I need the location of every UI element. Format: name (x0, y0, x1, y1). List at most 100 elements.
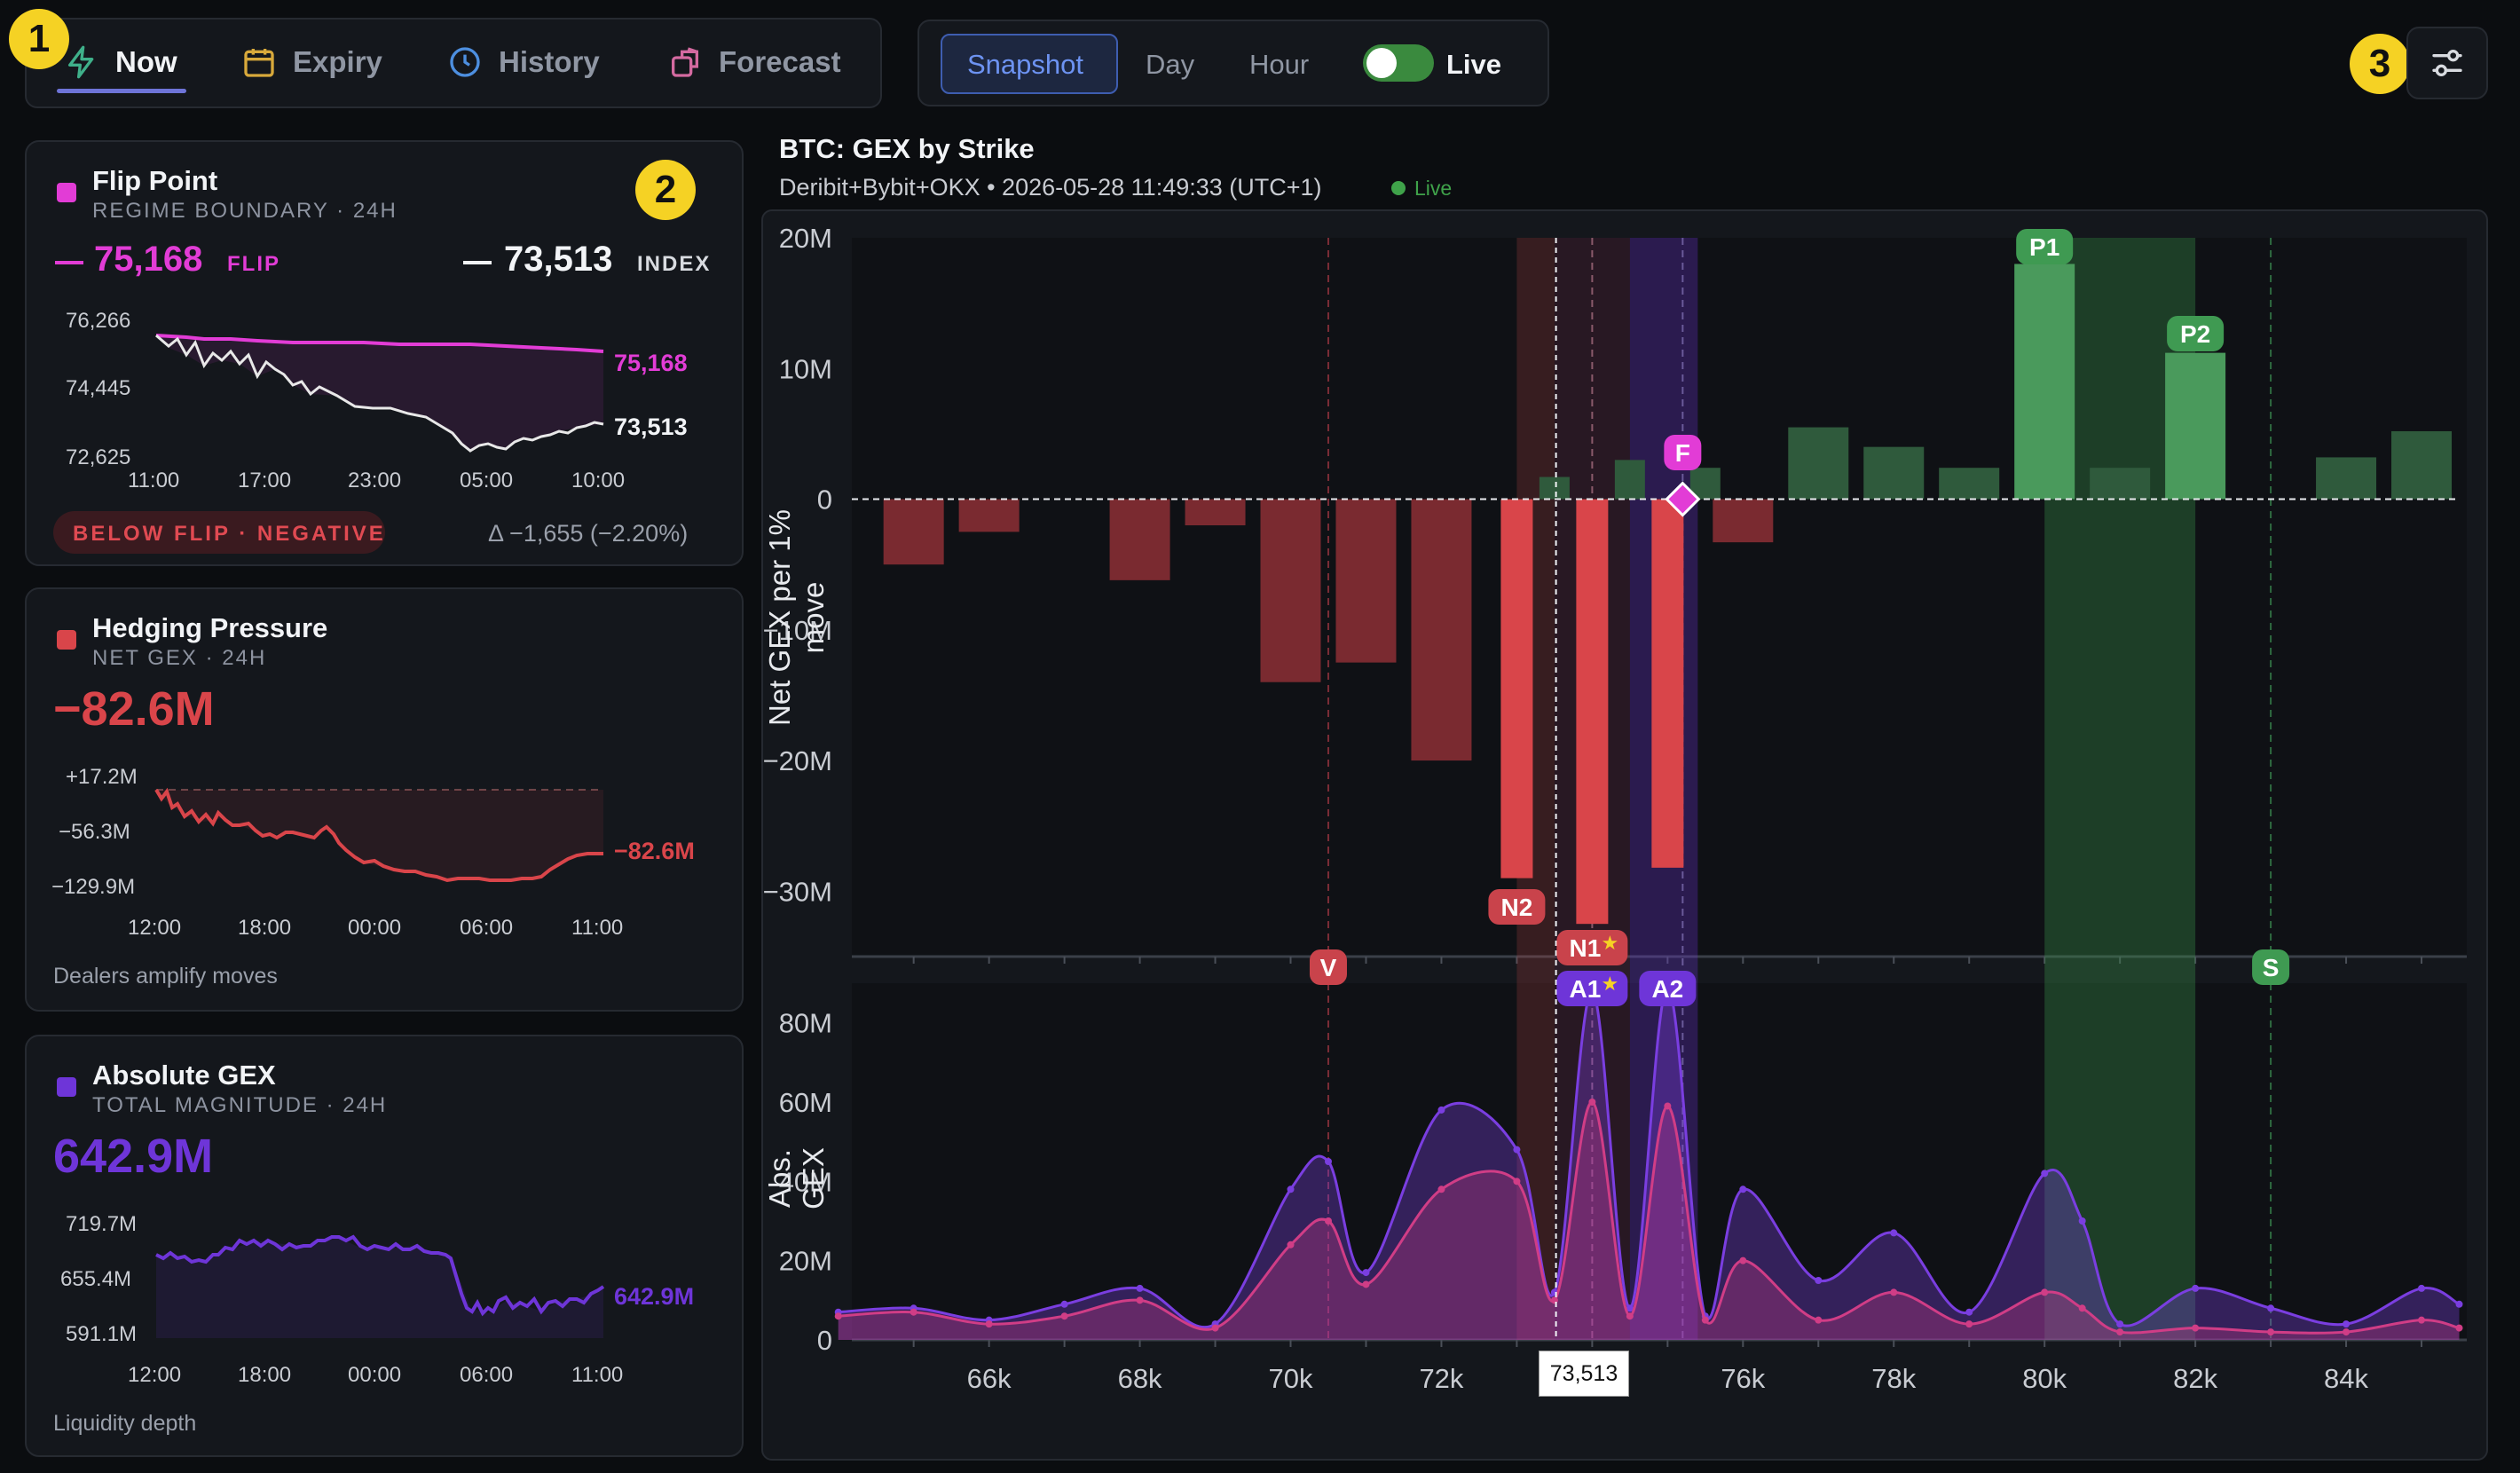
abs-gex-point (1550, 1296, 1558, 1304)
flip-ytick-mid: 74,445 (66, 376, 131, 400)
gex-chart[interactable]: P1 P2 F N2 N1 ★A1 ★ A2 V S 20M 10M 0 −10M −20M −30M 80M… (763, 211, 2486, 1459)
absgex-xtick-2: 00:00 (348, 1363, 402, 1387)
abs-gex-point (1815, 1316, 1823, 1324)
flip-xtick-2: 23:00 (348, 469, 402, 492)
gex-bar (958, 499, 1020, 532)
hedging-footer: Dealers amplify moves (53, 964, 278, 989)
abs-gex-point (2116, 1320, 2124, 1328)
abs-gex-point (1362, 1269, 1370, 1277)
flip-point-card[interactable]: Flip Point REGIME BOUNDARY · 24H 2 75,16… (25, 140, 744, 566)
absgex-end-label: 642.9M (614, 1283, 695, 1310)
abs-gex-point (1362, 1280, 1370, 1288)
flip-xtick-4: 10:00 (571, 469, 626, 492)
hedging-pressure-card[interactable]: Hedging Pressure NET GEX · 24H −82.6M +1… (25, 587, 744, 1012)
abs-gex-point (1136, 1284, 1144, 1292)
p1-label-text: P1 (2029, 233, 2059, 261)
marker-3: 3 (2350, 34, 2410, 94)
star-icon: ★ (1602, 973, 1619, 995)
abs-gex-point (1626, 1312, 1634, 1320)
star-icon: ★ (1602, 932, 1619, 954)
abs-gex-point (985, 1320, 993, 1328)
x-tick-label: 70k (1269, 1363, 1313, 1394)
top-y-tick-label: 20M (779, 223, 832, 254)
abs-gex-point (1890, 1288, 1898, 1296)
gex-chart-panel[interactable]: P1 P2 F N2 N1 ★ A1 ★ A2 V S 20M 10M 0 −10M −20M −30M 80M… (761, 209, 2488, 1461)
snapshot-label: Snapshot (967, 49, 1083, 80)
gex-bar (1109, 499, 1170, 580)
gex-bar (2391, 430, 2453, 500)
hedging-swatch (57, 630, 76, 650)
abs-gex-point (1701, 1316, 1709, 1324)
abs-gex-point (1211, 1324, 1219, 1332)
tab-history[interactable]: History (447, 44, 600, 80)
abs-gex-point (2192, 1284, 2200, 1292)
clock-icon (450, 47, 480, 77)
gex-bar (1614, 460, 1645, 500)
abs-gex-point (1965, 1320, 1973, 1328)
tab-now-label: Now (115, 45, 177, 78)
tab-forecast[interactable]: Forecast (667, 44, 841, 80)
regime-status-text: BELOW FLIP · NEGATIVE (73, 522, 386, 546)
absgex-xtick-1: 18:00 (238, 1363, 292, 1387)
abs-gex-point (1513, 1146, 1521, 1154)
bottom-y-tick-label: 40M (779, 1166, 832, 1197)
bottom-y-tick-label: 20M (779, 1246, 832, 1277)
p1-label (2016, 229, 2074, 264)
hedging-ytick-low: −129.9M (51, 875, 136, 899)
absgex-ytick-top: 719.7M (66, 1212, 138, 1236)
absgex-xtick-4: 11:00 (571, 1363, 624, 1387)
gex-bar (1185, 499, 1246, 525)
gex-bar (1788, 427, 1849, 500)
gex-bar (1260, 499, 1321, 682)
flip-gap-fill (156, 335, 603, 451)
gex-bar (1335, 499, 1397, 663)
chart-title: BTC: GEX by Strike (779, 133, 1035, 164)
top-y-tick-label: −20M (763, 745, 832, 776)
bottom-plot-bg (852, 983, 2467, 1340)
hedging-value: −82.6M (53, 682, 215, 736)
abs-gex-point (1060, 1312, 1068, 1320)
absgex-swatch (57, 1077, 76, 1097)
live-toggle[interactable] (1363, 44, 1434, 82)
gex-bar (1411, 499, 1472, 761)
absgex-fill (156, 1237, 603, 1338)
abs-gex-point (1287, 1241, 1295, 1249)
abs-gex-point (1815, 1277, 1823, 1284)
abs-gex-point (1437, 1185, 1445, 1193)
hedging-title: Hedging Pressure (92, 612, 328, 643)
tab-forecast-label: Forecast (719, 45, 841, 78)
flip-xtick-3: 05:00 (460, 469, 514, 492)
flip-label (1664, 435, 1702, 470)
abs-gex-point (1965, 1308, 1973, 1316)
hedging-xtick-0: 12:00 (128, 916, 182, 940)
n2-label (1488, 889, 1546, 925)
flip-tag: FLIP (227, 252, 280, 276)
a2-label-text: A2 (1651, 975, 1683, 1003)
abs-gex-point (2343, 1320, 2351, 1328)
hour-button[interactable]: Hour (1249, 49, 1310, 80)
index-value: 73,513 (504, 240, 613, 279)
absgex-line (155, 1234, 605, 1317)
s-label (2252, 949, 2290, 985)
absolute-gex-card[interactable]: Absolute GEX TOTAL MAGNITUDE · 24H 642.9… (25, 1035, 744, 1457)
gex-bar (2165, 352, 2226, 500)
absgex-footer: Liquidity depth (53, 1411, 197, 1436)
flip-title: Flip Point (92, 165, 218, 196)
gex-bar (1576, 499, 1609, 925)
mode-bar: Snapshot Day Hour Live (917, 20, 1549, 106)
tab-now[interactable]: Now (64, 44, 177, 80)
hedging-sparkline (154, 787, 603, 883)
x-tick-label: 72k (1419, 1363, 1463, 1394)
settings-button[interactable] (2406, 27, 2488, 99)
snapshot-button[interactable] (941, 34, 1118, 94)
gex-bar (1863, 446, 1925, 500)
gex-bar (2014, 264, 2075, 500)
marker-2: 2 (635, 160, 696, 220)
gex-bar (883, 499, 944, 565)
tab-expiry[interactable]: Expiry (241, 44, 382, 80)
index-line (155, 334, 604, 453)
abs-gex-point (1890, 1229, 1898, 1237)
day-button[interactable]: Day (1146, 49, 1195, 80)
flip-subtitle: REGIME BOUNDARY · 24H (92, 199, 398, 223)
v-label (1309, 949, 1347, 985)
